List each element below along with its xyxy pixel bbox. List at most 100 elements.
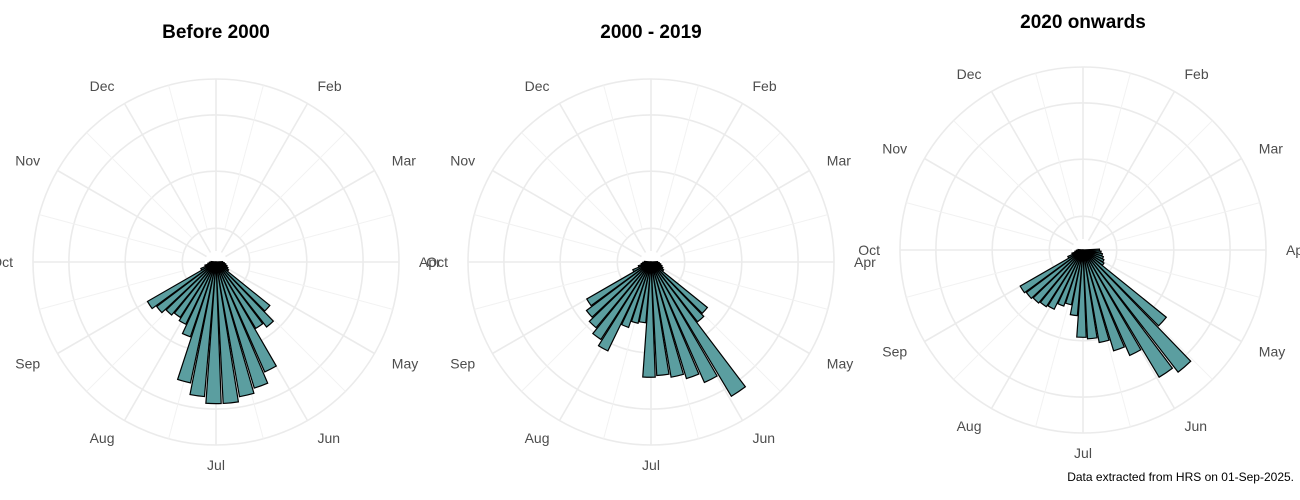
month-label-sep: Sep xyxy=(450,356,475,372)
grid-spoke-major xyxy=(924,157,1074,246)
polar-bar xyxy=(215,261,271,312)
polar-bar xyxy=(1032,249,1084,304)
month-label-aug: Aug xyxy=(525,430,550,446)
month-label-jun: Jun xyxy=(753,430,776,446)
month-label-aug: Aug xyxy=(90,430,115,446)
month-label-sep: Sep xyxy=(882,344,907,360)
grid-spoke-minor xyxy=(906,258,1051,298)
polar-bar xyxy=(176,261,217,384)
data-source-caption: Data extracted from HRS on 01-Sep-2025. xyxy=(1067,470,1294,484)
month-label-feb: Feb xyxy=(318,78,342,94)
grid-spoke-major xyxy=(660,266,810,355)
polar-bar xyxy=(1076,249,1087,338)
polar-bar xyxy=(155,261,217,314)
grid-spoke-major xyxy=(220,103,309,253)
month-label-mar: Mar xyxy=(1259,141,1283,157)
polar-bar xyxy=(1082,249,1174,379)
polar-bar xyxy=(210,260,217,263)
month-label-dec: Dec xyxy=(90,78,115,94)
polar-bar xyxy=(215,261,269,389)
polar-bar xyxy=(173,261,217,319)
month-label-oct: Oct xyxy=(858,242,880,258)
polar-bar xyxy=(181,261,217,338)
grid-spoke-major xyxy=(558,103,647,253)
grid-spoke-major xyxy=(123,103,212,253)
grid-spoke-minor xyxy=(953,120,1060,227)
polar-bar xyxy=(591,261,652,341)
grid-spoke-minor xyxy=(248,214,393,254)
polar-bar xyxy=(650,261,747,398)
grid-spoke-minor xyxy=(86,132,193,239)
grid-spoke-minor xyxy=(1035,282,1075,427)
panel-title: Before 2000 xyxy=(162,22,270,43)
polar-panel-2: Feb Mar Apr May Jun Jul Aug Sep Oct Nov Dec 2000 - … xyxy=(426,22,876,473)
polar-bar xyxy=(215,261,278,373)
polar-bar xyxy=(1082,249,1142,357)
month-label-nov: Nov xyxy=(882,141,907,157)
grid-spoke-minor xyxy=(683,214,828,254)
month-label-sep: Sep xyxy=(15,356,40,372)
grid-spoke-major xyxy=(1092,254,1242,343)
polar-bar xyxy=(146,261,217,310)
grid-spoke-minor xyxy=(39,270,184,310)
month-label-apr: Apr xyxy=(1286,242,1300,258)
polar-bar xyxy=(1082,249,1098,340)
polar-bar xyxy=(1039,249,1084,308)
polar-bar xyxy=(650,261,670,377)
month-label-feb: Feb xyxy=(1185,66,1209,82)
grid-spoke-minor xyxy=(674,132,781,239)
month-label-jul: Jul xyxy=(642,457,660,473)
panel-title: 2020 onwards xyxy=(1020,12,1146,33)
grid-spoke-major xyxy=(655,103,744,253)
grid-spoke-major xyxy=(225,169,375,258)
month-label-apr: Apr xyxy=(419,254,441,270)
polar-bar xyxy=(1082,249,1110,344)
polar-bar xyxy=(1047,249,1084,311)
month-label-nov: Nov xyxy=(450,153,475,169)
polar-bar xyxy=(650,261,709,315)
grid-spoke-minor xyxy=(1106,120,1213,227)
month-label-may: May xyxy=(827,356,853,372)
grid-spoke-minor xyxy=(224,85,264,230)
month-label-oct: Oct xyxy=(426,254,448,270)
grid-spoke-minor xyxy=(659,85,699,230)
grid-spoke-minor xyxy=(1115,202,1260,242)
polar-bar xyxy=(215,261,264,330)
polar-bar xyxy=(205,261,222,405)
polar-bar xyxy=(650,261,685,378)
month-label-oct: Oct xyxy=(0,254,13,270)
grid-spoke-minor xyxy=(474,214,619,254)
polar-bar xyxy=(1082,249,1126,352)
polar-bar xyxy=(650,261,705,323)
polar-bar xyxy=(1082,249,1192,374)
grid-spoke-minor xyxy=(1035,73,1075,218)
polar-bar xyxy=(597,261,652,352)
month-label-aug: Aug xyxy=(957,418,982,434)
grid-spoke-major xyxy=(492,169,642,258)
polar-bar xyxy=(165,261,217,316)
polar-bar xyxy=(588,261,652,329)
month-label-dec: Dec xyxy=(957,66,982,82)
grid-spoke-minor xyxy=(39,214,184,254)
grid-spoke-minor xyxy=(474,270,619,310)
grid-spoke-minor xyxy=(239,132,346,239)
month-label-nov: Nov xyxy=(15,153,40,169)
grid-spoke-major xyxy=(990,91,1079,241)
panel-title: 2000 - 2019 xyxy=(600,22,701,43)
month-label-jun: Jun xyxy=(1185,418,1208,434)
month-label-dec: Dec xyxy=(525,78,550,94)
polar-bar xyxy=(215,261,275,328)
grid-spoke-major xyxy=(225,266,375,355)
month-label-feb: Feb xyxy=(753,78,777,94)
polar-bar xyxy=(1019,249,1084,294)
month-label-mar: Mar xyxy=(827,153,851,169)
month-label-jul: Jul xyxy=(207,457,225,473)
polar-bar xyxy=(1077,248,1084,251)
grid-spoke-major xyxy=(660,169,810,258)
polar-panel-1: Feb Mar Apr May Jun Jul Aug Sep Oct Nov Dec Before … xyxy=(0,22,441,473)
polar-bar xyxy=(585,261,652,307)
grid-spoke-minor xyxy=(1091,73,1131,218)
month-label-may: May xyxy=(1259,344,1285,360)
grid-spoke-minor xyxy=(906,202,1051,242)
